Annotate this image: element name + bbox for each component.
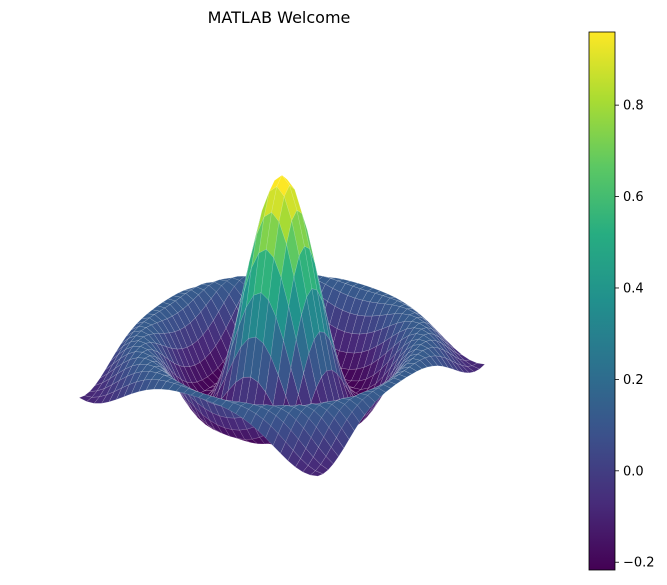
surface-facet bbox=[315, 464, 329, 475]
colorbar: −0.2 0.0 0.2 0.4 0.6 0.8 bbox=[588, 31, 655, 571]
chart-title: MATLAB Welcome bbox=[208, 8, 351, 27]
surface-facet bbox=[414, 360, 428, 370]
colorbar-gradient bbox=[588, 31, 616, 571]
surface-facet bbox=[455, 362, 470, 374]
surface-facet bbox=[445, 357, 460, 372]
colorbar-tick-label: 0.4 bbox=[623, 281, 644, 296]
colorbar-tick-label: 0.2 bbox=[623, 373, 644, 388]
surface-facet bbox=[388, 377, 402, 385]
colorbar-tick-label: 0.8 bbox=[623, 99, 644, 114]
surface-facet bbox=[471, 362, 486, 370]
surface-facet bbox=[293, 255, 307, 316]
surface-facet bbox=[309, 470, 324, 477]
surface-facet bbox=[440, 356, 454, 370]
surface-facet bbox=[341, 419, 355, 440]
surface-plot bbox=[78, 174, 486, 477]
colorbar-tick-label: 0.6 bbox=[623, 190, 644, 205]
colorbar-tick-label: −0.2 bbox=[623, 556, 655, 571]
surface-facet bbox=[296, 209, 310, 250]
surface-facet bbox=[346, 411, 360, 432]
surface-facet bbox=[372, 387, 386, 398]
colorbar-tick-label: 0.0 bbox=[623, 464, 644, 479]
surface-facet bbox=[398, 370, 413, 378]
